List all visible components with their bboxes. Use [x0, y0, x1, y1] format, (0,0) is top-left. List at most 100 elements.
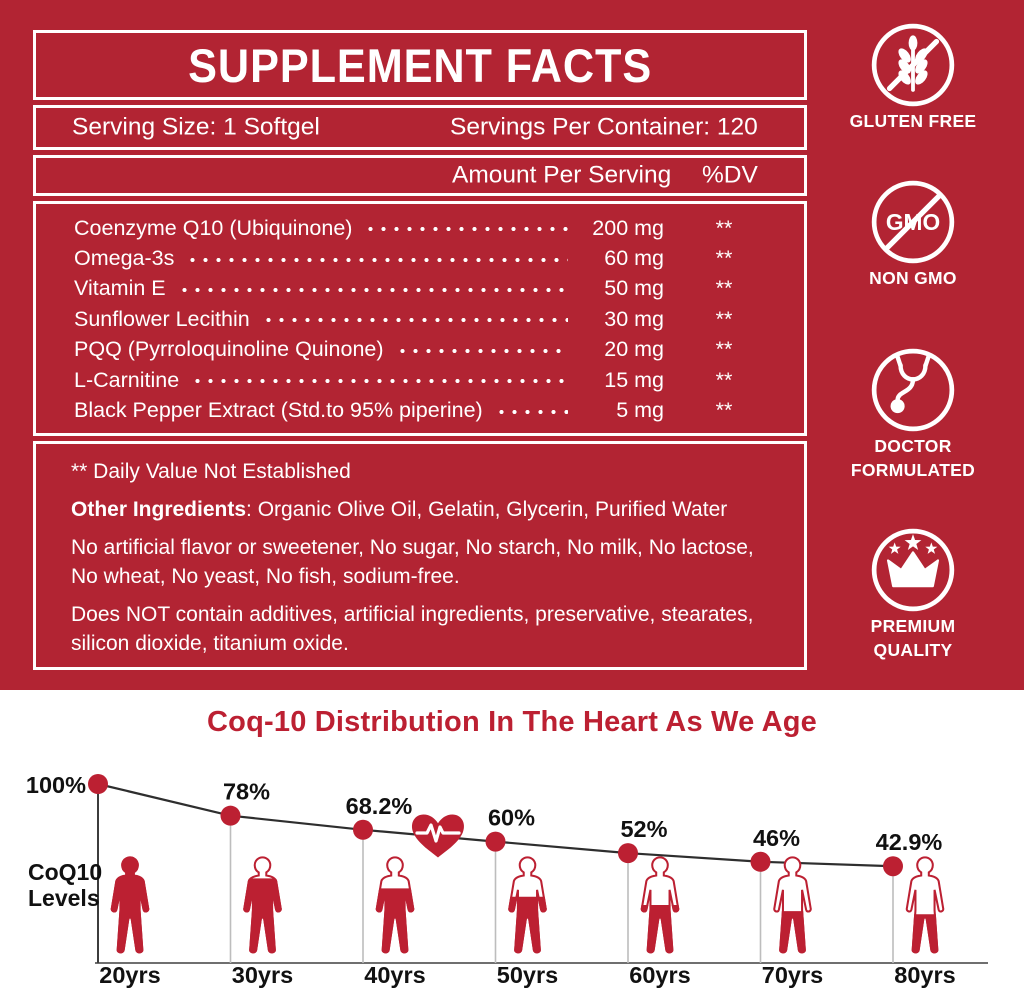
dv-footnote: ** Daily Value Not Established: [71, 460, 351, 483]
coq10-age-chart: 100% 78% 68.2% 60% 52% 46% 42.9% 20yrs 30yrs 40yr…: [26, 772, 988, 988]
badge-label: GLUTEN FREE: [849, 111, 977, 131]
ingredient-row: Black Pepper Extract (Std.to 95% piperin…: [74, 395, 767, 425]
x-tick-label: 30yrs: [232, 962, 293, 988]
premium-quality-icon: [871, 528, 955, 612]
x-tick-label: 40yrs: [364, 962, 425, 988]
human-figure-60yrs: [640, 856, 680, 954]
value-label: 78%: [223, 779, 270, 805]
ingredient-name: Vitamin E: [74, 276, 166, 301]
no-artificial-note: No artificial flavor or sweetener, No su…: [71, 536, 754, 588]
value-label: 68.2%: [346, 793, 413, 819]
human-figure-70yrs: [773, 856, 812, 954]
y-axis-label: CoQ10: [28, 859, 102, 885]
value-label: 42.9%: [876, 829, 943, 855]
human-figure-50yrs: [508, 856, 547, 954]
human-figure-40yrs: [375, 856, 415, 954]
dotted-leader: [494, 408, 568, 415]
data-point-50yrs: [485, 831, 506, 852]
ingredient-name: Coenzyme Q10 (Ubiquinone): [74, 215, 353, 240]
supplement-facts-panel: SUPPLEMENT FACTS Serving Size: 1 Softgel…: [0, 0, 1024, 690]
ingredient-row: L-Carnitine 15 mg **: [74, 365, 767, 395]
human-figure-80yrs: [905, 856, 945, 954]
coq10-chart-section: Coq-10 Distribution In The Heart As We A…: [0, 690, 1024, 996]
x-tick-label: 60yrs: [629, 962, 690, 988]
supplement-facts-box: SUPPLEMENT FACTS Serving Size: 1 Softgel…: [33, 30, 807, 670]
ingredient-row: Omega-3s 60 mg **: [74, 243, 767, 273]
badge-label: NON GMO: [869, 268, 957, 288]
dotted-leader: [395, 347, 568, 354]
serving-size: Serving Size: 1 Softgel: [72, 112, 320, 140]
badge-non-gmo: GMO NON GMO: [838, 178, 988, 290]
ingredient-dv: **: [715, 337, 733, 362]
value-label: 60%: [488, 805, 535, 831]
facts-title: SUPPLEMENT FACTS: [188, 38, 652, 92]
value-label: 100%: [26, 772, 86, 798]
x-tick-label: 50yrs: [497, 962, 558, 988]
badge-premium-quality: PREMIUM QUALITY: [838, 526, 988, 662]
ingredient-dv: **: [715, 276, 733, 301]
ingredient-dv: **: [715, 398, 733, 423]
badge-gluten-free: GLUTEN FREE: [838, 21, 988, 133]
data-point-80yrs: [883, 856, 903, 877]
ingredient-amount: 200 mg: [592, 215, 664, 240]
data-point-60yrs: [618, 843, 638, 864]
ingredient-dv: **: [715, 215, 733, 240]
dotted-leader: [364, 226, 568, 233]
x-tick-label: 80yrs: [894, 962, 955, 988]
ingredient-name: PQQ (Pyrroloquinoline Quinone): [74, 337, 384, 362]
data-point-30yrs: [220, 805, 241, 826]
other-ingredients-text: : Organic Olive Oil, Gelatin, Glycerin, …: [246, 498, 728, 521]
ingredient-amount: 60 mg: [604, 246, 664, 271]
dotted-leader: [261, 317, 568, 324]
x-tick-label: 20yrs: [99, 962, 160, 988]
amount-per-serving-header: Amount Per Serving: [452, 160, 672, 188]
ingredient-dv: **: [715, 367, 733, 392]
ingredient-name: Sunflower Lecithin: [74, 306, 250, 331]
x-tick-label: 70yrs: [762, 962, 823, 988]
ingredient-amount: 50 mg: [604, 276, 664, 301]
y-axis-label: Levels: [28, 885, 100, 911]
ingredient-name: Omega-3s: [74, 246, 175, 271]
ingredient-amount: 15 mg: [604, 367, 664, 392]
non-gmo-icon: GMO: [871, 180, 955, 264]
ingredient-row: PQQ (Pyrroloquinoline Quinone) 20 mg **: [74, 335, 767, 365]
ingredient-row: Sunflower Lecithin 30 mg **: [74, 304, 767, 334]
human-figure-30yrs: [243, 856, 282, 954]
data-point-70yrs: [750, 851, 771, 872]
ingredients-list: Coenzyme Q10 (Ubiquinone) 200 mg ** Omega-3…: [33, 201, 807, 436]
heart-icon: [412, 814, 464, 858]
data-point-40yrs: [353, 819, 373, 840]
other-ingredients: Other Ingredients: Organic Olive Oil, Ge…: [71, 495, 786, 524]
dotted-leader: [191, 378, 568, 385]
servings-per-container: Servings Per Container: 120: [450, 112, 758, 140]
human-figure-20yrs: [110, 856, 150, 954]
dotted-leader: [177, 286, 568, 293]
badge-label: PREMIUM QUALITY: [870, 616, 956, 660]
ingredient-amount: 30 mg: [604, 306, 664, 331]
other-ingredients-label: Other Ingredients: [71, 498, 247, 521]
dotted-leader: [186, 256, 568, 263]
doctor-formulated-icon: [871, 348, 955, 432]
chart-title: Coq-10 Distribution In The Heart As We A…: [207, 706, 817, 738]
ingredient-row: Vitamin E 50 mg **: [74, 274, 767, 304]
ingredient-name: L-Carnitine: [74, 367, 180, 392]
dv-header: %DV: [702, 160, 758, 188]
ingredient-dv: **: [715, 246, 733, 271]
amount-header-box: Amount Per Serving %DV: [33, 155, 807, 196]
badge-label: DOCTOR FORMULATED: [850, 436, 976, 480]
notes-box: ** Daily Value Not Established Other Ing…: [33, 441, 807, 670]
value-label: 46%: [753, 825, 800, 851]
serving-box: Serving Size: 1 Softgel Servings Per Con…: [33, 105, 807, 150]
badge-doctor-formulated: DOCTOR FORMULATED: [838, 346, 988, 482]
ingredient-amount: 5 mg: [616, 398, 664, 423]
ingredient-dv: **: [715, 306, 733, 331]
value-label: 52%: [620, 816, 667, 842]
does-not-contain-note: Does NOT contain additives, artificial i…: [71, 603, 754, 655]
gluten-free-icon: [871, 23, 955, 107]
ingredient-row: Coenzyme Q10 (Ubiquinone) 200 mg **: [74, 213, 767, 243]
ingredient-name: Black Pepper Extract (Std.to 95% piperin…: [74, 398, 483, 423]
ingredient-amount: 20 mg: [604, 337, 664, 362]
data-point-20yrs: [88, 774, 108, 794]
facts-title-box: SUPPLEMENT FACTS: [33, 30, 807, 100]
